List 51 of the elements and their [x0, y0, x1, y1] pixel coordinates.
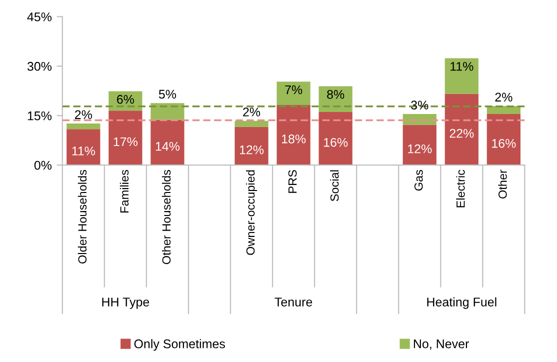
- x-tick-label: Families: [120, 170, 129, 212]
- legend-label: Only Sometimes: [134, 339, 225, 351]
- data-label: 2%: [495, 92, 512, 102]
- bar: [444, 94, 478, 166]
- data-label: 22%: [450, 128, 474, 138]
- data-label: 7%: [285, 85, 302, 94]
- bar: [66, 129, 100, 166]
- bar: [276, 105, 310, 166]
- bar: [444, 58, 478, 94]
- data-label: 16%: [492, 138, 516, 148]
- x-tick-label: Other: [498, 170, 507, 198]
- data-label: 12%: [408, 144, 432, 154]
- data-label: 11%: [450, 62, 474, 71]
- data-label: 6%: [117, 94, 134, 104]
- text: Tenure: [274, 298, 312, 306]
- bar: [276, 82, 310, 106]
- text: HH Type: [102, 298, 150, 309]
- data-label: 5%: [158, 90, 176, 99]
- x-tick-label: Gas: [414, 170, 423, 191]
- data-label: 2%: [243, 108, 260, 116]
- bar: [402, 114, 436, 125]
- bar: [402, 124, 436, 166]
- data-label: 11%: [72, 146, 95, 156]
- x-tick-label: Other Households: [162, 170, 171, 264]
- bar: [150, 103, 184, 120]
- bar: [486, 114, 520, 166]
- bar: [234, 126, 268, 166]
- bar: [234, 120, 268, 127]
- bar: [66, 124, 100, 130]
- x-tick-label: Electric: [456, 170, 465, 208]
- bar: [318, 112, 352, 166]
- bar: [108, 110, 142, 166]
- data-label: 8%: [327, 90, 344, 99]
- bar: [318, 86, 352, 112]
- data-label: 18%: [282, 134, 306, 144]
- x-tick-label: PRS: [288, 170, 297, 193]
- data-label: 17%: [114, 137, 138, 146]
- y-tick-label: 15%: [28, 111, 52, 120]
- x-tick-label: Owner-occupied: [246, 170, 258, 255]
- data-label: 14%: [156, 142, 180, 151]
- bar: [150, 120, 184, 166]
- data-label: 2%: [74, 110, 92, 120]
- text: Heating Fuel: [427, 297, 496, 309]
- y-tick-label: 45%: [27, 12, 52, 22]
- x-tick-label: Older Households: [78, 170, 87, 264]
- data-label: 16%: [324, 138, 348, 147]
- y-tick-label: 0%: [34, 160, 52, 170]
- x-tick-label: Social: [330, 170, 339, 202]
- data-label: 12%: [240, 145, 264, 154]
- y-tick-label: 30%: [27, 62, 52, 71]
- legend-label: No, Never: [414, 340, 469, 350]
